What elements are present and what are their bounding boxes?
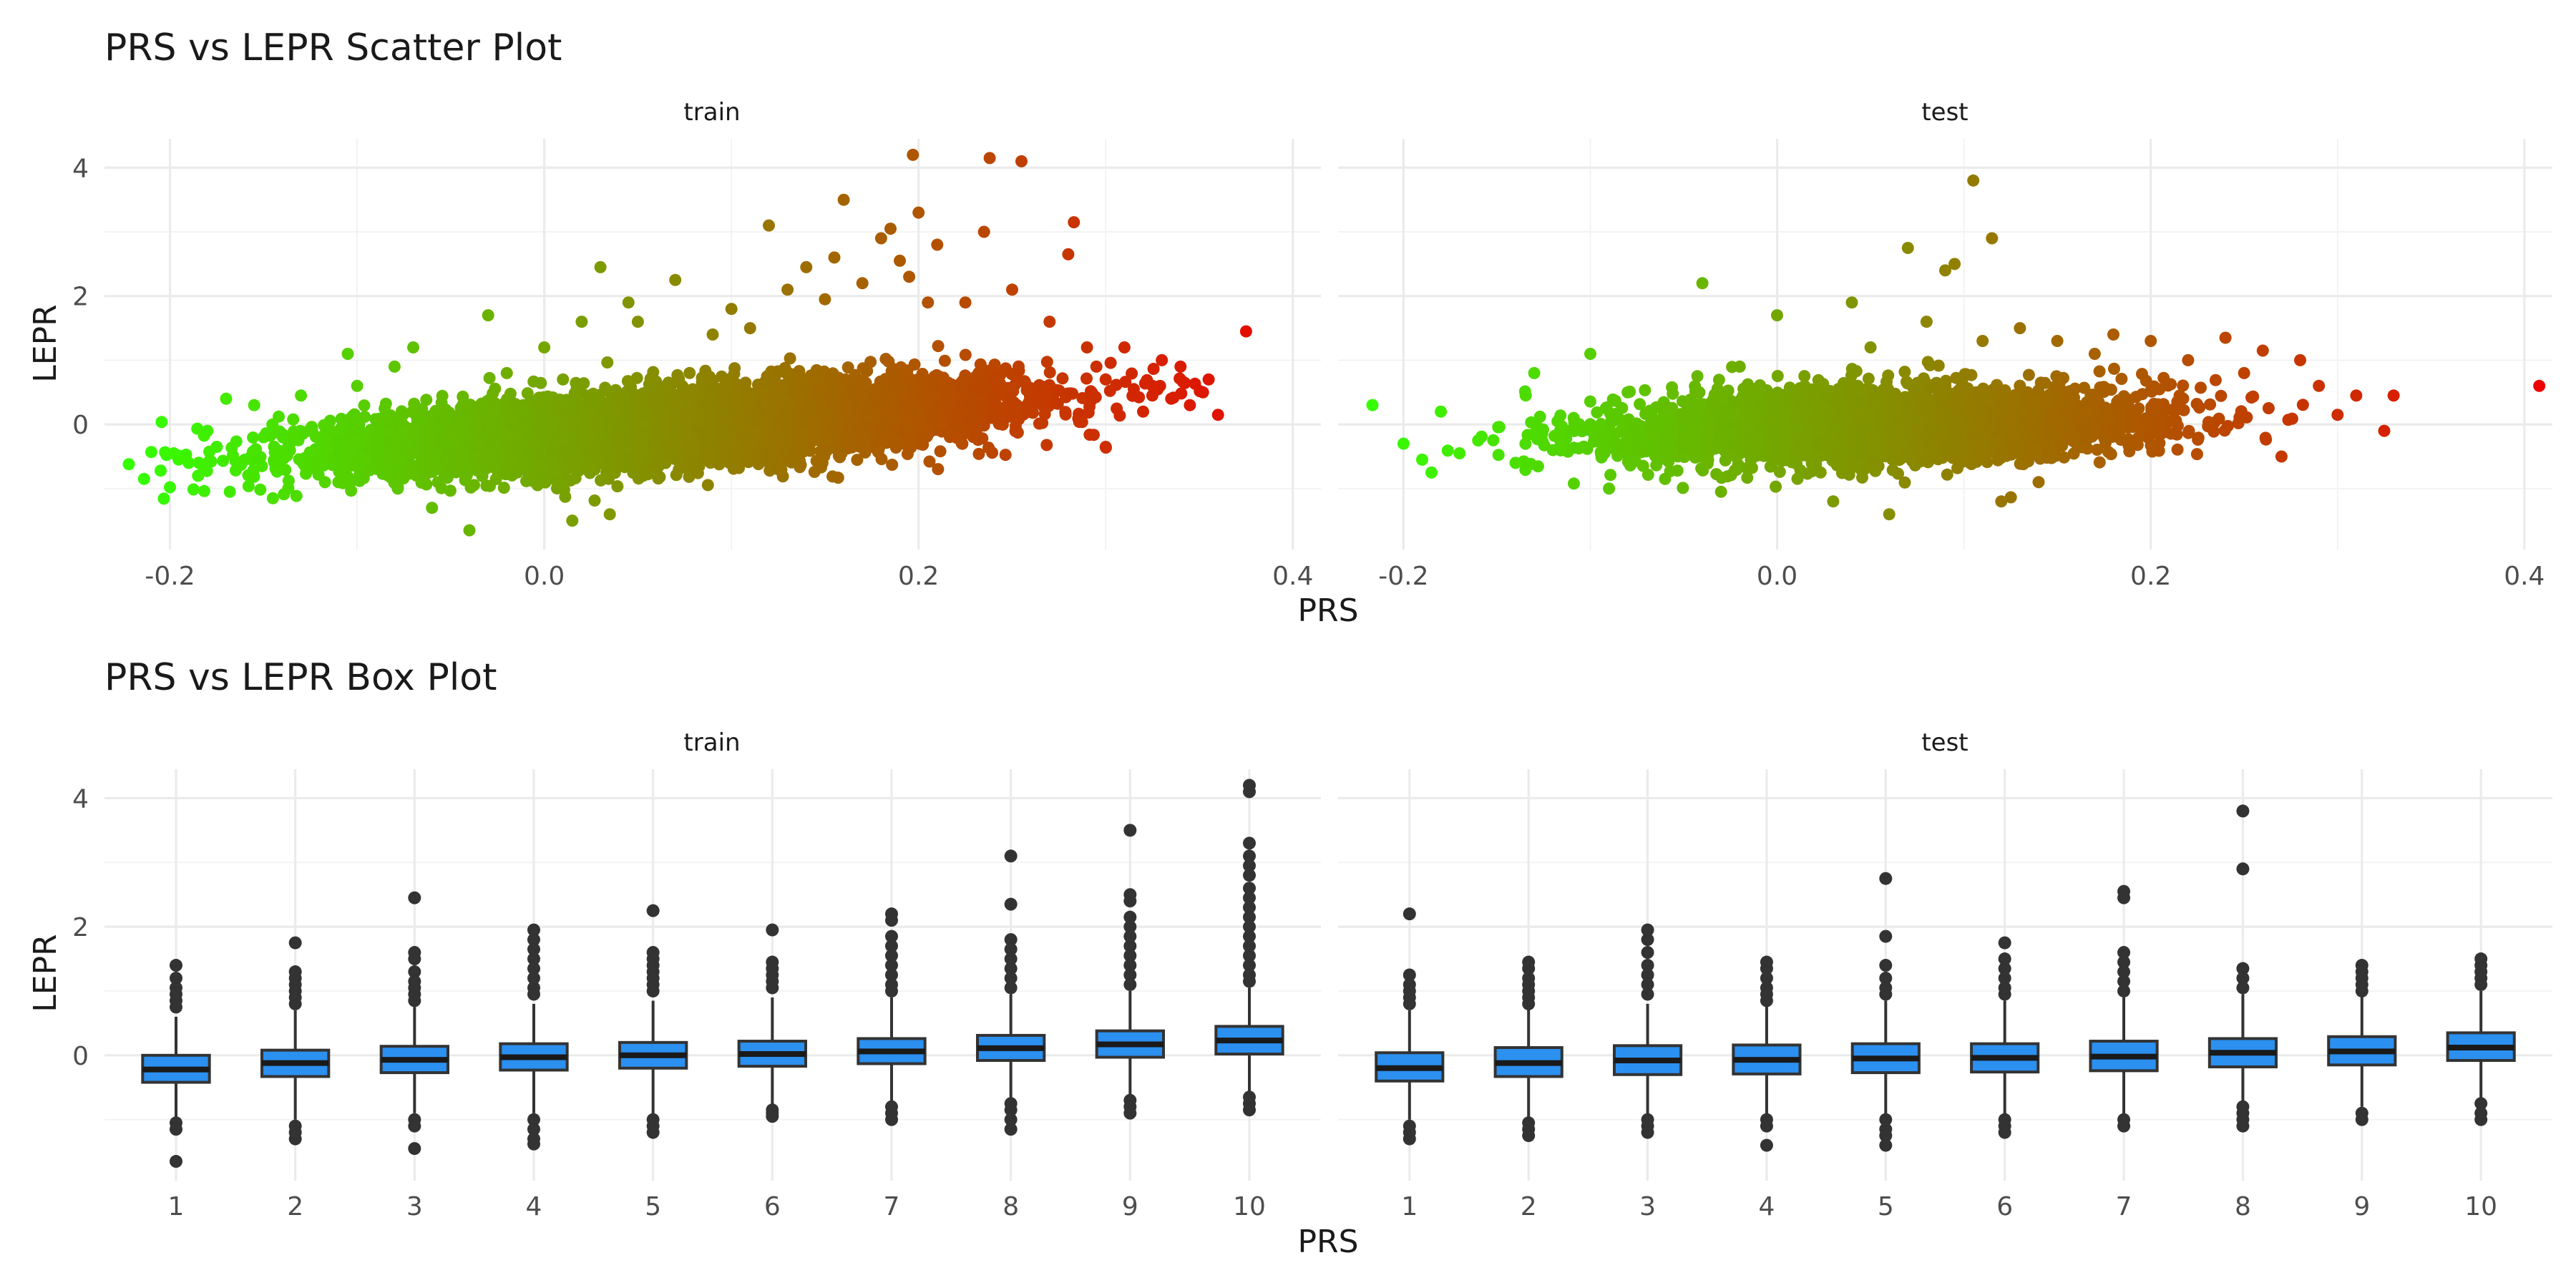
scatter-point bbox=[841, 361, 854, 374]
scatter-point bbox=[273, 410, 285, 423]
scatter-point bbox=[293, 453, 306, 466]
scatter-point bbox=[1147, 363, 1160, 375]
scatter-point bbox=[932, 340, 945, 353]
scatter-point bbox=[1040, 439, 1053, 452]
scatter-point bbox=[137, 472, 150, 485]
scatter-point bbox=[489, 382, 502, 395]
scatter-point bbox=[908, 358, 921, 371]
scatter-point bbox=[268, 440, 280, 453]
scatter-point bbox=[242, 479, 255, 492]
scatter-point bbox=[254, 483, 267, 496]
scatter-point bbox=[621, 375, 634, 388]
scatter-point bbox=[808, 466, 821, 478]
scatter-point bbox=[886, 459, 899, 471]
scatter-point bbox=[391, 480, 404, 493]
scatter-point bbox=[988, 358, 1001, 371]
scatter-point bbox=[683, 366, 696, 379]
scatter-point bbox=[1075, 416, 1088, 429]
scatter-point bbox=[728, 362, 741, 375]
scatter-point bbox=[1056, 372, 1069, 385]
scatter-point bbox=[247, 431, 260, 444]
scatter-point bbox=[588, 494, 601, 507]
scatter-point bbox=[851, 454, 864, 467]
scatter-strip-train: train bbox=[683, 98, 740, 127]
scatter-point bbox=[701, 479, 714, 492]
scatter-point bbox=[923, 455, 936, 468]
scatter-point bbox=[577, 377, 590, 390]
scatter-point bbox=[300, 467, 312, 480]
scatter-point bbox=[569, 472, 582, 484]
scatter-point bbox=[959, 348, 972, 361]
scatter-point bbox=[999, 449, 1012, 462]
scatter-point bbox=[647, 366, 660, 379]
scatter-point bbox=[601, 384, 614, 397]
scatter-point bbox=[157, 492, 170, 505]
scatter-point bbox=[155, 416, 168, 429]
scatter-point bbox=[379, 397, 392, 410]
scatter-point bbox=[810, 454, 823, 467]
scatter-point bbox=[882, 355, 895, 368]
scatter-point bbox=[938, 354, 951, 367]
scatter-title: PRS vs LEPR Scatter Plot bbox=[104, 26, 562, 69]
scatter-point bbox=[358, 399, 371, 412]
scatter-point bbox=[1126, 367, 1138, 380]
scatter-point bbox=[784, 352, 796, 365]
scatter-point bbox=[282, 482, 295, 494]
scatter-point bbox=[1113, 409, 1126, 422]
scatter-point bbox=[480, 479, 493, 492]
scatter-strip-test: test bbox=[1921, 98, 1968, 127]
scatter-point bbox=[187, 483, 200, 496]
scatter-point bbox=[197, 484, 210, 497]
scatter-point bbox=[691, 467, 704, 479]
scatter-point bbox=[345, 484, 358, 497]
